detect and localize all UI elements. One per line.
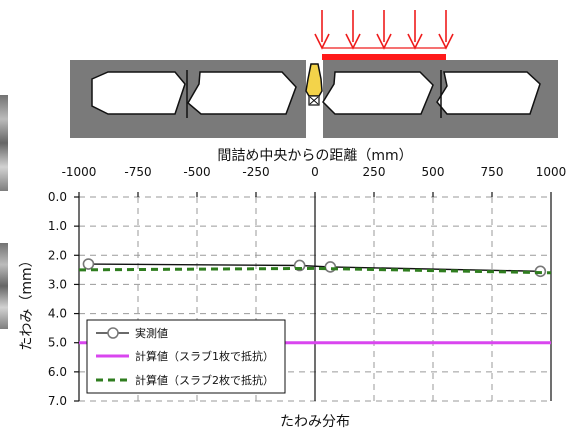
- x-tick-label-1: -750: [124, 165, 151, 179]
- x-tick-label-0: -1000: [62, 165, 97, 179]
- y-tick-label-5: 5.0: [48, 336, 67, 350]
- left-void-2: [187, 71, 297, 115]
- y-axis-label: たわみ（mm）: [19, 253, 35, 350]
- x-tick-label-3: -250: [242, 165, 269, 179]
- x-tick-label-8: 1000: [536, 165, 567, 179]
- y-tick-label-3: 3.0: [48, 277, 67, 291]
- left-photo-strip-top: [0, 95, 8, 191]
- series-point-0-0: [82, 258, 95, 270]
- series-line-0: [88, 263, 541, 273]
- y-tick-label-1: 1.0: [48, 219, 67, 233]
- legend-item-one-slab: 計算値（スラブ1枚で抵抗）: [135, 349, 274, 363]
- legend-item-measured: 実測値: [135, 326, 168, 340]
- joint-box-cross-2: [309, 96, 319, 105]
- slab-diagram: [70, 10, 558, 138]
- series-point-0-2: [324, 261, 337, 273]
- joint-connector: [305, 63, 323, 97]
- y-tick-label-7: 7.0: [48, 394, 67, 408]
- legend-sample-marker-0: [107, 327, 119, 339]
- left-void-1: [91, 71, 186, 115]
- x-tick-label-5: 250: [363, 165, 386, 179]
- right-void-1: [322, 71, 434, 115]
- legend-item-two-slab: 計算値（スラブ2枚で抵抗）: [135, 373, 274, 387]
- series-line-2: [78, 266, 552, 275]
- x-tick-label-2: -500: [183, 165, 210, 179]
- y-tick-label-6: 6.0: [48, 365, 67, 379]
- plot-area: -1000 -750 -500 -250 0 250 500 750 1000 0.0 1.0 2.0…: [48, 165, 566, 408]
- x-axis-label: 間詰め中央からの距離（mm）: [217, 147, 412, 164]
- y-tick-label-0: 0.0: [48, 190, 67, 204]
- x-tick-label-4: 0: [311, 165, 319, 179]
- x-tick-label-7: 750: [481, 165, 504, 179]
- left-photo-strip-bottom: [0, 243, 8, 329]
- chart-title: たわみ分布: [280, 414, 350, 430]
- load-arrows: [314, 10, 454, 50]
- x-tick-label-6: 500: [422, 165, 445, 179]
- right-void-2: [436, 71, 541, 115]
- y-tick-label-2: 2.0: [48, 248, 67, 262]
- y-tick-label-4: 4.0: [48, 307, 67, 321]
- load-plate: [322, 54, 446, 60]
